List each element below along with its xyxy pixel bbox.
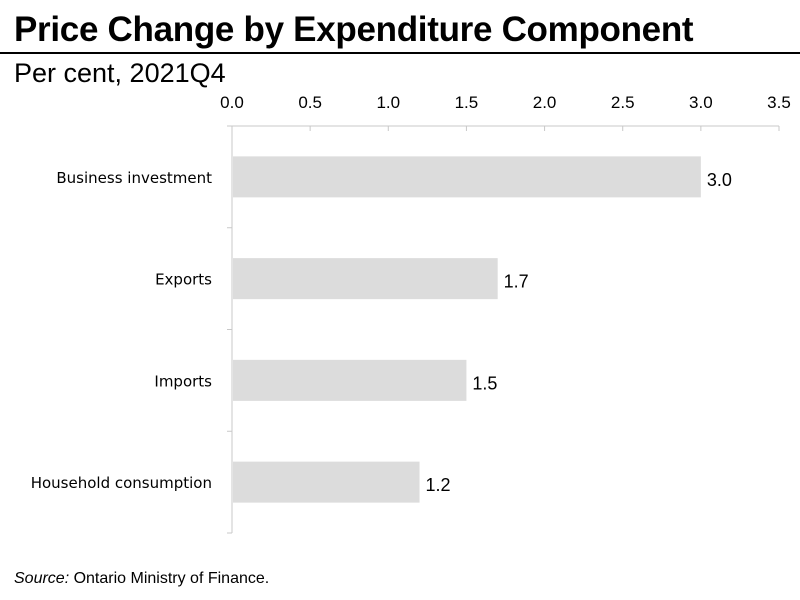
data-label: 1.7 [504,272,529,292]
source-text: Ontario Ministry of Finance. [69,570,270,587]
data-label: 1.2 [426,475,451,495]
x-tick-label: 3.0 [689,93,713,112]
page-title: Price Change by Expenditure Component [14,10,694,49]
bar [233,359,467,401]
x-tick-label: 0.5 [298,93,322,112]
x-tick-label: 1.0 [376,93,400,112]
x-tick-label: 1.5 [455,93,479,112]
title-divider [0,52,800,54]
x-tick-label: 2.5 [611,93,635,112]
bar [233,258,498,300]
category-label: Household consumption [31,474,212,492]
source-note: Source: Ontario Ministry of Finance. [14,570,269,588]
x-tick-label: 0.0 [220,93,244,112]
x-tick-label: 2.0 [533,93,557,112]
bar [233,156,701,198]
data-label: 1.5 [472,373,497,393]
bar-layer: Business investment 3.0 Exports 1.7 Imports 1… [31,156,732,503]
data-label: 3.0 [707,170,732,190]
axis-layer: 0.0 0.5 1.0 1.5 2.0 2.5 3.0 3.5 [220,93,791,534]
category-label: Imports [154,372,212,390]
category-label: Business investment [56,169,212,187]
chart-subtitle: Per cent, 2021Q4 [14,58,226,88]
category-label: Exports [155,271,212,289]
bar [233,461,420,503]
x-tick-label: 3.5 [767,93,791,112]
source-label: Source: [14,570,70,587]
